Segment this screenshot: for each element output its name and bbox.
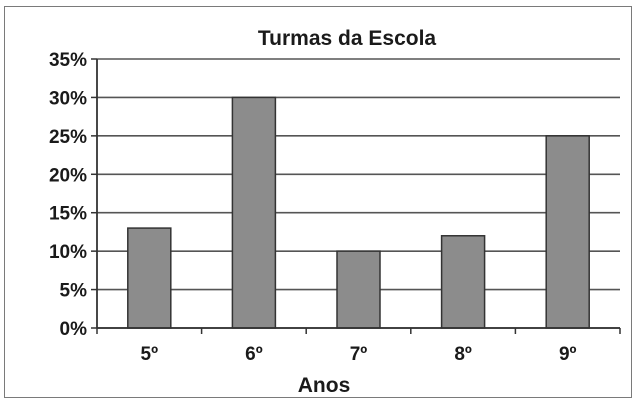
bar bbox=[440, 235, 486, 329]
y-tick-label: 30% bbox=[49, 88, 87, 109]
axes bbox=[91, 58, 621, 334]
y-tick-label: 5% bbox=[60, 281, 88, 302]
x-tick-label: 8º bbox=[454, 344, 472, 365]
chart-title: Turmas da Escola bbox=[258, 27, 437, 50]
x-tick-label: 5º bbox=[141, 344, 159, 365]
bar bbox=[336, 250, 381, 329]
y-tick-label: 0% bbox=[60, 319, 88, 340]
x-tick-label: 7º bbox=[350, 344, 368, 365]
y-tick-labels: 0% 5% 10% 15% 20% 25% 30% 35% bbox=[49, 50, 87, 340]
bar bbox=[545, 135, 590, 329]
y-tick-label: 35% bbox=[49, 50, 87, 71]
x-tick-label: 6º bbox=[245, 344, 263, 365]
bars bbox=[127, 96, 590, 329]
y-tick-label: 20% bbox=[49, 165, 87, 186]
x-tick-labels: 5º 6º 7º 8º 9º bbox=[141, 344, 577, 365]
x-axis-label: Anos bbox=[298, 374, 351, 397]
bar bbox=[127, 227, 172, 329]
x-tick-label: 9º bbox=[559, 344, 577, 365]
y-tick-label: 10% bbox=[49, 242, 87, 263]
chart-frame bbox=[4, 6, 632, 398]
y-tick-label: 15% bbox=[49, 204, 87, 225]
y-tick-label: 25% bbox=[49, 127, 87, 148]
bar bbox=[231, 96, 277, 329]
